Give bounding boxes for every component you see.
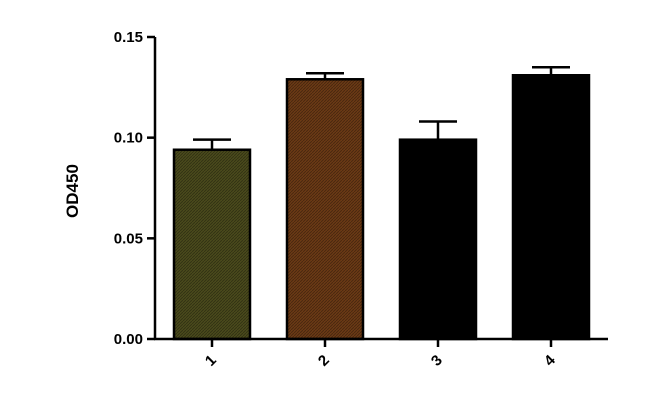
y-tick-label: 0.00 [114,331,143,348]
y-tick-label: 0.05 [114,230,143,247]
axes-layer [147,35,608,347]
y-axis-title: OD450 [63,164,82,218]
x-tick-label: 2 [315,352,333,370]
y-tick-label: 0.15 [114,29,143,46]
bar-3 [398,138,478,341]
y-tick-label: 0.10 [114,130,143,147]
bars-layer [172,65,591,341]
bar-texture-1 [174,149,250,339]
x-tick-label: 4 [541,351,559,369]
bar-texture-2 [287,79,363,339]
x-tick-label: 3 [428,352,446,370]
bar-4 [511,74,591,341]
x-tick-label: 1 [202,352,220,370]
